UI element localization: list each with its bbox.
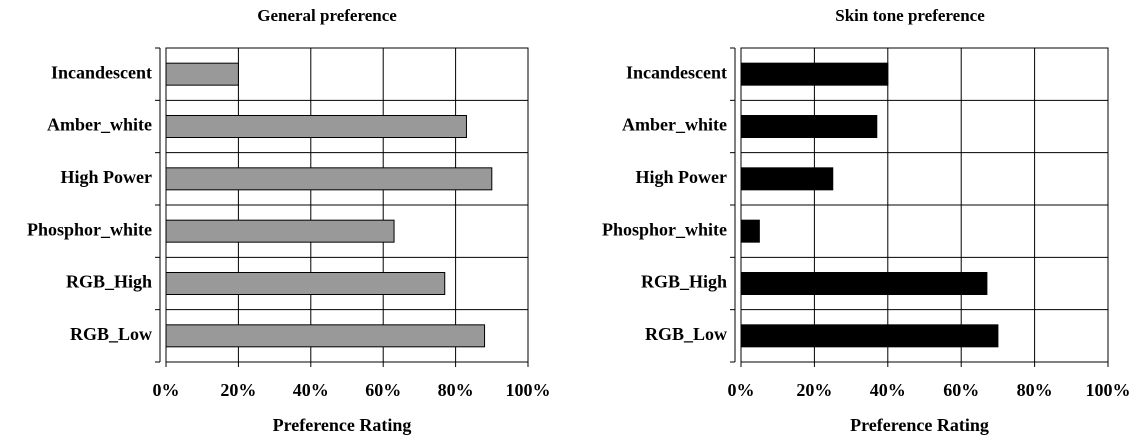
y-tick-label: RGB_Low: [645, 324, 727, 344]
bar: [740, 324, 999, 348]
bar: [165, 115, 467, 138]
x-tick-label: 100%: [506, 380, 551, 400]
y-tick-label: Phosphor_white: [27, 219, 152, 239]
bar: [740, 115, 878, 138]
y-tick-label: RGB_High: [641, 272, 727, 292]
x-tick-label: 60%: [365, 380, 401, 400]
x-tick-label: 40%: [870, 380, 906, 400]
x-tick-label: 40%: [293, 380, 329, 400]
y-tick-label: Phosphor_white: [602, 219, 727, 239]
x-tick-label: 80%: [438, 380, 474, 400]
bar: [740, 219, 760, 243]
bar: [740, 167, 834, 191]
bar: [165, 219, 395, 243]
bar: [740, 62, 889, 86]
x-axis-title: Preference Rating: [850, 415, 989, 435]
y-tick-label: Incandescent: [626, 62, 727, 82]
chart-title: General preference: [257, 6, 397, 25]
y-tick-label: RGB_High: [66, 272, 152, 292]
y-tick-label: Incandescent: [51, 62, 152, 82]
y-tick-label: Amber_white: [622, 115, 727, 135]
bar: [740, 272, 988, 295]
y-tick-label: Amber_white: [47, 115, 152, 135]
x-tick-label: 20%: [796, 380, 832, 400]
y-tick-label: High Power: [61, 167, 153, 187]
x-tick-label: 20%: [220, 380, 256, 400]
y-tick-label: High Power: [636, 167, 728, 187]
x-tick-label: 100%: [1086, 380, 1131, 400]
bar: [165, 272, 446, 295]
bar: [165, 62, 239, 86]
y-tick-label: RGB_Low: [70, 324, 152, 344]
bar: [165, 324, 486, 348]
chart-title: Skin tone preference: [835, 6, 985, 25]
x-tick-label: 80%: [1017, 380, 1053, 400]
x-tick-label: 60%: [943, 380, 979, 400]
bar: [165, 167, 493, 191]
x-axis-title: Preference Rating: [273, 415, 412, 435]
x-tick-label: 0%: [728, 380, 755, 400]
x-tick-label: 0%: [153, 380, 180, 400]
